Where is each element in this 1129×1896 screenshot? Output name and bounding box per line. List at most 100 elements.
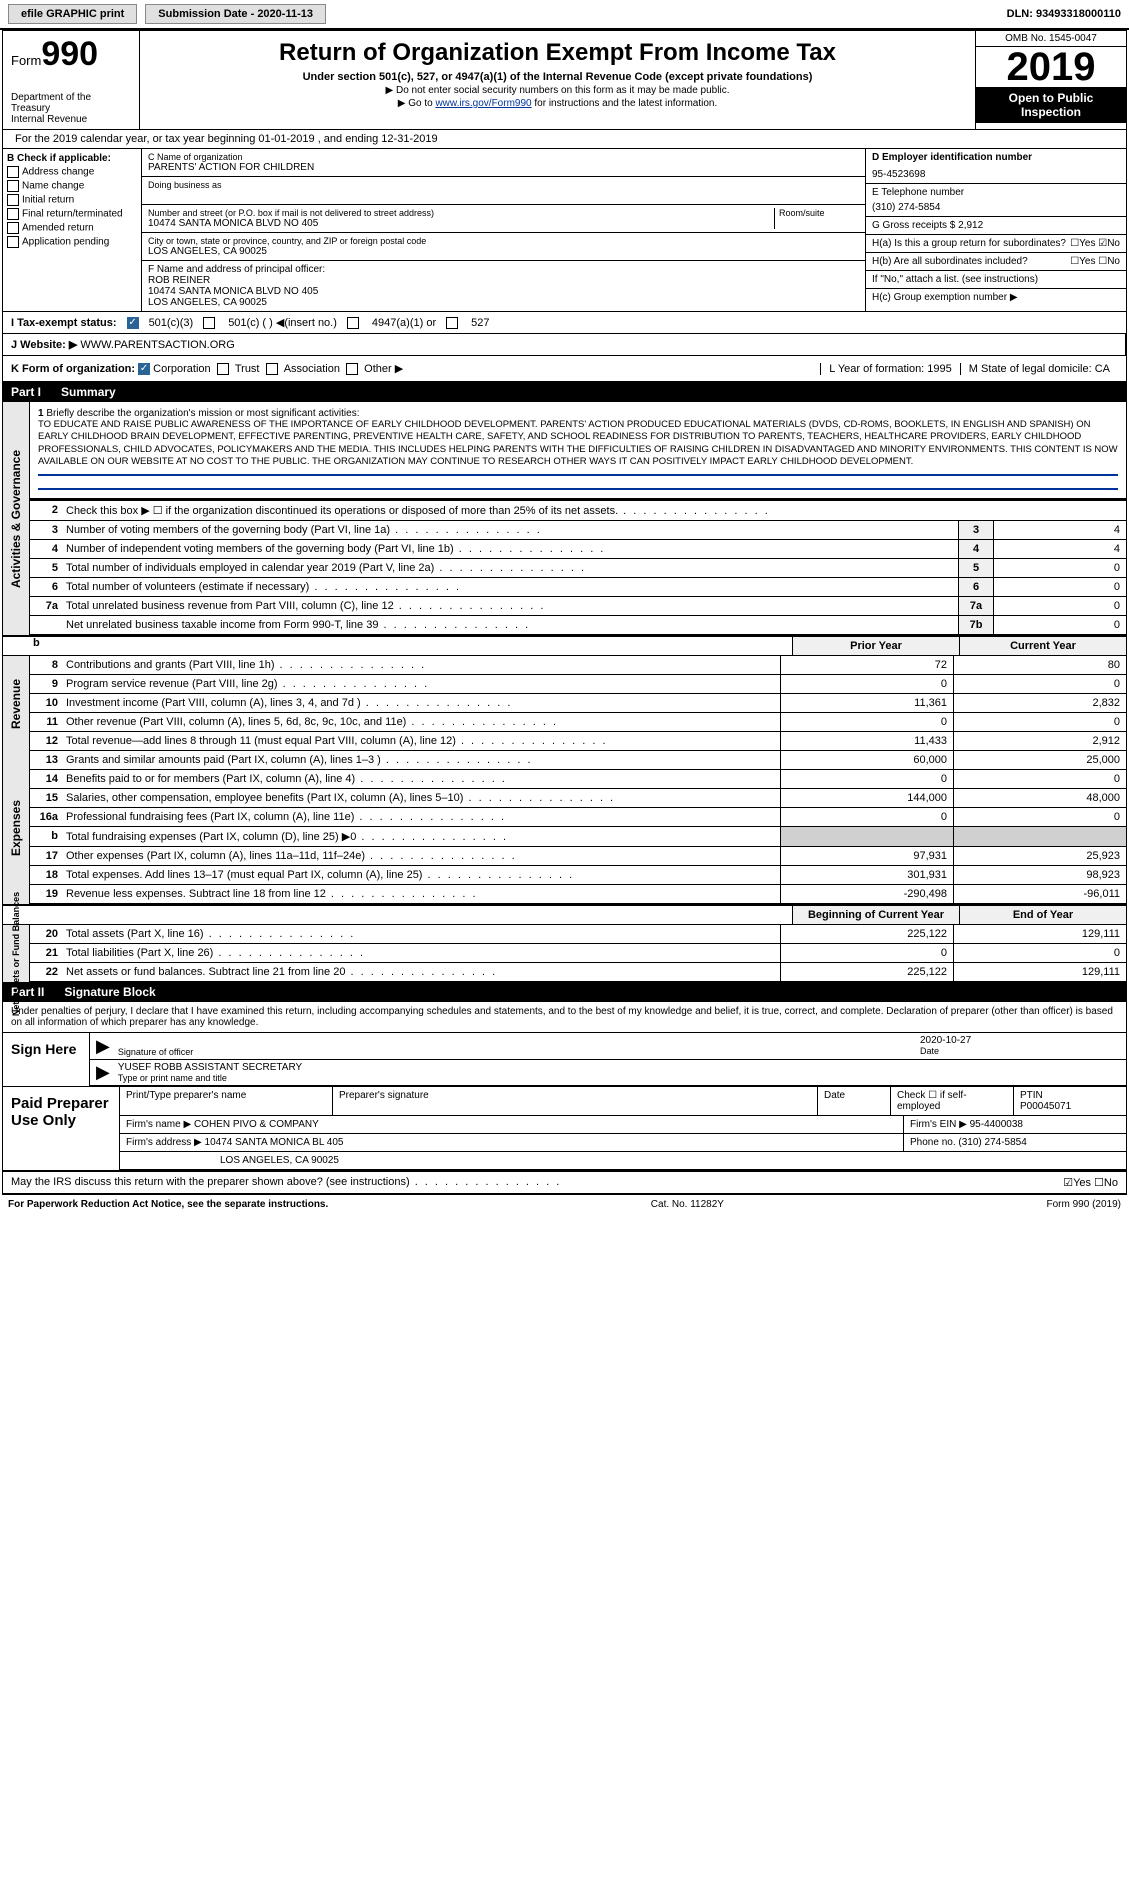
website-url: WWW.PARENTSACTION.ORG — [80, 339, 234, 351]
sig-date: 2020-10-27Date — [920, 1035, 1120, 1057]
governance-row: 4Number of independent voting members of… — [30, 540, 1126, 559]
hc-label: H(c) Group exemption number ▶ — [866, 289, 1126, 306]
city-state-zip: LOS ANGELES, CA 90025 — [148, 246, 859, 257]
financial-row: 11Other revenue (Part VIII, column (A), … — [30, 713, 1126, 732]
checkbox-line: Name change — [7, 180, 137, 192]
checkbox-line: Amended return — [7, 222, 137, 234]
financial-row: 19Revenue less expenses. Subtract line 1… — [30, 885, 1126, 904]
part-number: Part I — [11, 385, 41, 399]
irs-link[interactable]: www.irs.gov/Form990 — [435, 98, 531, 109]
financial-row: 21Total liabilities (Part X, line 26)00 — [30, 944, 1126, 963]
form-body: Form990 Department of the Treasury Inter… — [2, 30, 1127, 1195]
mission-text: TO EDUCATE AND RAISE PUBLIC AWARENESS OF… — [38, 419, 1118, 468]
year-box: OMB No. 1545-0047 2019 Open to Public In… — [976, 31, 1126, 129]
officer-label: F Name and address of principal officer: — [148, 264, 859, 275]
checkbox-line: Initial return — [7, 194, 137, 206]
catalog-number: Cat. No. 11282Y — [651, 1199, 724, 1210]
financial-row: 13Grants and similar amounts paid (Part … — [30, 751, 1126, 770]
tax-i-label: I Tax-exempt status: — [11, 317, 117, 329]
financial-row: 12Total revenue—add lines 8 through 11 (… — [30, 732, 1126, 751]
goto-note: ▶ Go to www.irs.gov/Form990 for instruct… — [148, 98, 967, 109]
paid-preparer-label: Paid Preparer Use Only — [3, 1087, 120, 1170]
title-box: Return of Organization Exempt From Incom… — [140, 31, 976, 129]
tax-exempt-row: I Tax-exempt status: ✓501(c)(3) 501(c) (… — [3, 312, 1126, 334]
financial-row: 20Total assets (Part X, line 16)225,1221… — [30, 925, 1126, 944]
checkbox-icon — [347, 317, 359, 329]
governance-row: 3Number of voting members of the governi… — [30, 521, 1126, 540]
officer-name: ROB REINER — [148, 275, 859, 286]
prep-sig-label: Preparer's signature — [333, 1087, 818, 1115]
ha-answer: ☐Yes ☑No — [1070, 238, 1120, 249]
governance-row: 2Check this box ▶ ☐ if the organization … — [30, 501, 1126, 521]
paperwork-notice: For Paperwork Reduction Act Notice, see … — [8, 1199, 328, 1210]
hb-label: H(b) Are all subordinates included? — [872, 256, 1070, 267]
checkbox-icon — [7, 208, 19, 220]
part2-header: Part II Signature Block — [3, 982, 1126, 1002]
checkbox-line: Final return/terminated — [7, 208, 137, 220]
part-title: Signature Block — [64, 985, 155, 999]
org-name-label: C Name of organization — [148, 152, 859, 162]
vtab-net-assets: Net Assets or Fund Balances — [3, 925, 30, 982]
section-b: B Check if applicable: Address changeNam… — [3, 149, 142, 311]
street-address: 10474 SANTA MONICA BLVD NO 405 — [148, 218, 774, 229]
checkbox-icon — [7, 194, 19, 206]
m-state: M State of legal domicile: CA — [960, 363, 1118, 375]
sign-here-label: Sign Here — [3, 1033, 90, 1086]
dln: DLN: 93493318000110 — [1007, 8, 1121, 20]
officer-addr: 10474 SANTA MONICA BLVD NO 405 — [148, 286, 859, 297]
prep-date-label: Date — [818, 1087, 891, 1115]
financial-row: 17Other expenses (Part IX, column (A), l… — [30, 847, 1126, 866]
checkbox-line: Application pending — [7, 236, 137, 248]
firm-address: 10474 SANTA MONICA BL 405 — [205, 1137, 344, 1148]
org-name: PARENTS' ACTION FOR CHILDREN — [148, 162, 859, 173]
financial-row: 22Net assets or fund balances. Subtract … — [30, 963, 1126, 982]
section-c: C Name of organizationPARENTS' ACTION FO… — [142, 149, 866, 311]
calendar-year-row: For the 2019 calendar year, or tax year … — [3, 130, 1126, 149]
form-title: Return of Organization Exempt From Incom… — [148, 39, 967, 67]
form-number: 990 — [41, 35, 98, 73]
page-footer: For Paperwork Reduction Act Notice, see … — [0, 1195, 1129, 1214]
check-icon: ✓ — [138, 363, 150, 375]
tax-year: 2019 — [976, 47, 1126, 87]
ptin: P00045071 — [1020, 1101, 1071, 1112]
financial-row: 18Total expenses. Add lines 13–17 (must … — [30, 866, 1126, 885]
financial-row: 9Program service revenue (Part VIII, lin… — [30, 675, 1126, 694]
phone-value: (310) 274-5854 — [872, 202, 1120, 213]
checkbox-icon — [7, 166, 19, 178]
ein-label: D Employer identification number — [872, 152, 1032, 163]
website-row: J Website: ▶ WWW.PARENTSACTION.ORG — [3, 334, 1126, 356]
paid-preparer-block: Paid Preparer Use Only Print/Type prepar… — [3, 1087, 1126, 1172]
financial-row: 8Contributions and grants (Part VIII, li… — [30, 656, 1126, 675]
current-year-header: Current Year — [959, 637, 1126, 655]
mission-block: 1 Briefly describe the organization's mi… — [30, 402, 1126, 501]
form-prefix: Form — [11, 53, 41, 68]
form-ref: Form 990 (2019) — [1047, 1199, 1121, 1210]
ha-label: H(a) Is this a group return for subordin… — [872, 238, 1070, 249]
row-k: K Form of organization: ✓ Corporation Tr… — [3, 356, 1126, 382]
dba-label: Doing business as — [148, 180, 859, 190]
signer-name: YUSEF ROBB ASSISTANT SECRETARY — [118, 1062, 302, 1073]
part1-header: Part I Summary — [3, 382, 1126, 402]
financial-row: bTotal fundraising expenses (Part IX, co… — [30, 827, 1126, 847]
checkbox-icon — [203, 317, 215, 329]
hb-answer: ☐Yes ☐No — [1070, 256, 1120, 267]
hb-note: If "No," attach a list. (see instruction… — [866, 271, 1126, 289]
sign-here-block: Sign Here ▶Signature of officer2020-10-2… — [3, 1033, 1126, 1087]
l-year: L Year of formation: 1995 — [820, 363, 960, 375]
arrow-icon: ▶ — [96, 1036, 110, 1057]
top-bar: efile GRAPHIC print Submission Date - 20… — [0, 0, 1129, 30]
phone-label: E Telephone number — [872, 187, 964, 198]
end-year-header: End of Year — [959, 906, 1126, 924]
begin-year-header: Beginning of Current Year — [792, 906, 959, 924]
governance-row: 7aTotal unrelated business revenue from … — [30, 597, 1126, 616]
city-label: City or town, state or province, country… — [148, 236, 859, 246]
k-label: K Form of organization: — [11, 363, 135, 375]
ein-value: 95-4523698 — [872, 169, 1120, 180]
firm-name: COHEN PIVO & COMPANY — [194, 1119, 319, 1130]
governance-row: 6Total number of volunteers (estimate if… — [30, 578, 1126, 597]
submission-date: Submission Date - 2020-11-13 — [145, 4, 326, 24]
section-d: D Employer identification number 95-45236… — [866, 149, 1126, 311]
open-inspection: Open to Public Inspection — [976, 87, 1126, 123]
addr-label: Number and street (or P.O. box if mail i… — [148, 208, 774, 218]
discuss-question: May the IRS discuss this return with the… — [11, 1176, 561, 1189]
